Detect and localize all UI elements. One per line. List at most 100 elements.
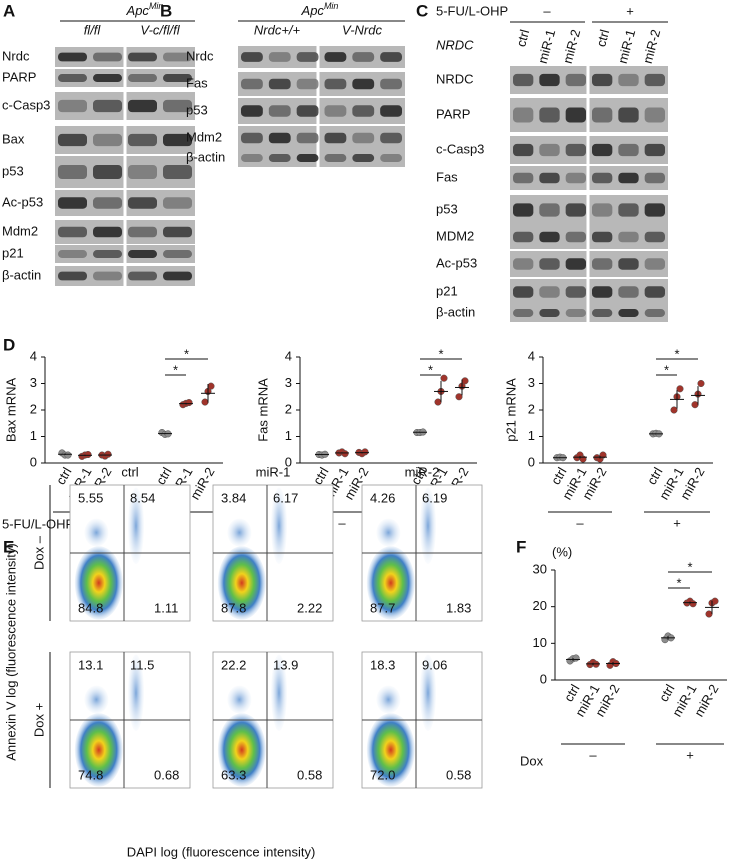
y-tick-label: 1: [528, 428, 535, 443]
blot-band: [352, 154, 375, 162]
data-point: [185, 399, 193, 407]
blot-band: [296, 105, 319, 117]
knockdown-label: NRDC: [436, 37, 474, 52]
row-label: c-Casp3: [436, 141, 484, 156]
row-label: Fas: [436, 169, 458, 184]
y-tick-label: 2: [528, 401, 535, 416]
blot-band: [296, 132, 319, 144]
blot-band: [380, 52, 402, 62]
blot-band: [592, 231, 613, 243]
group-label: Nrdc+/+: [254, 22, 301, 37]
row-label: Fas: [186, 75, 208, 90]
blot-band: [565, 258, 586, 270]
flow-cloud: [376, 518, 401, 547]
blot-band: [513, 231, 534, 243]
blot-band: [93, 271, 122, 281]
y-tick-label: 0: [540, 671, 547, 686]
group-label: V-Nrdc: [342, 22, 382, 37]
row-label: Ac-p53: [2, 194, 43, 209]
significance-label: *: [687, 559, 692, 574]
blot-band: [268, 105, 291, 117]
blot-band: [163, 250, 192, 258]
quadrant-value: 74.8: [78, 767, 103, 782]
blot-gap: [123, 156, 127, 188]
blot-band: [592, 73, 613, 87]
blot-band: [565, 309, 586, 317]
blot-band: [592, 258, 613, 270]
blot-band: [163, 226, 192, 238]
y-axis-label: Bax mRNA: [3, 378, 18, 443]
quadrant-value: 0.58: [446, 767, 471, 782]
quadrant-value: 72.0: [370, 767, 395, 782]
flow-cloud: [366, 713, 415, 787]
blot-band: [352, 52, 375, 62]
blot-band: [618, 203, 639, 217]
x-tick-label: ctrl: [656, 682, 678, 705]
column-label: miR-2: [405, 464, 440, 479]
panel-label: E: [3, 537, 14, 556]
blot-gap: [586, 98, 590, 132]
y-tick-label: 1: [30, 428, 37, 443]
blot-band: [644, 172, 665, 184]
blot-band: [352, 105, 375, 117]
blot-gap: [123, 69, 127, 87]
blot-strip: [238, 98, 405, 124]
blot-band: [539, 172, 560, 184]
blot-band: [592, 203, 613, 217]
blot-band: [93, 133, 122, 147]
flow-cloud: [271, 654, 287, 731]
blot-band: [163, 197, 192, 209]
lane-label: ctrl: [593, 28, 612, 49]
blot-band: [58, 271, 87, 281]
row-label: Nrdc: [186, 48, 214, 63]
data-point: [434, 398, 442, 406]
unit-label: (%): [552, 544, 572, 559]
blot-band: [268, 52, 291, 62]
row-label: p21: [2, 245, 24, 260]
flow-cloud: [217, 713, 266, 787]
significance-label: *: [676, 575, 681, 590]
group-title: Dox: [520, 753, 544, 768]
quadrant-value: 2.22: [297, 600, 322, 615]
row-label: c-Casp3: [2, 97, 50, 112]
blot-gap: [586, 304, 590, 322]
row-label: p53: [186, 102, 208, 117]
blot-gap: [586, 251, 590, 277]
blot-band: [592, 143, 613, 157]
flow-cloud: [376, 685, 401, 714]
row-label: β-actin: [436, 304, 475, 319]
row-label: β-actin: [186, 149, 225, 164]
blot-band: [58, 250, 87, 258]
y-tick-label: 4: [30, 348, 37, 363]
blot-gap: [123, 220, 127, 244]
row-label: PARP: [436, 106, 470, 121]
blot-band: [380, 132, 402, 144]
quadrant-value: 13.1: [78, 657, 103, 672]
quadrant-value: 11.5: [130, 657, 154, 672]
blot-band: [241, 52, 263, 62]
blot-band: [324, 132, 347, 144]
data-point: [711, 597, 719, 605]
blot-band: [93, 197, 122, 209]
blot-band: [128, 197, 157, 209]
blot-band: [58, 99, 87, 113]
flow-cloud: [74, 713, 123, 787]
row-label: Ac-p53: [436, 255, 477, 270]
group-sign: –: [576, 515, 584, 530]
blot-band: [565, 73, 586, 87]
blot-gap: [586, 66, 590, 94]
blot-band: [644, 286, 665, 298]
blot-band: [539, 231, 560, 243]
blot-band: [128, 74, 157, 82]
blot-gap: [586, 279, 590, 305]
flow-cloud: [420, 487, 436, 564]
blot-band: [93, 226, 122, 238]
quadrant-value: 4.26: [370, 490, 395, 505]
column-label: ctrl: [121, 464, 138, 479]
blot-band: [644, 203, 665, 217]
quadrant-value: 3.84: [221, 490, 246, 505]
data-point: [361, 448, 369, 456]
blot-band: [644, 309, 665, 317]
y-tick-label: 3: [528, 375, 535, 390]
genotype: ApcMin: [301, 1, 339, 18]
